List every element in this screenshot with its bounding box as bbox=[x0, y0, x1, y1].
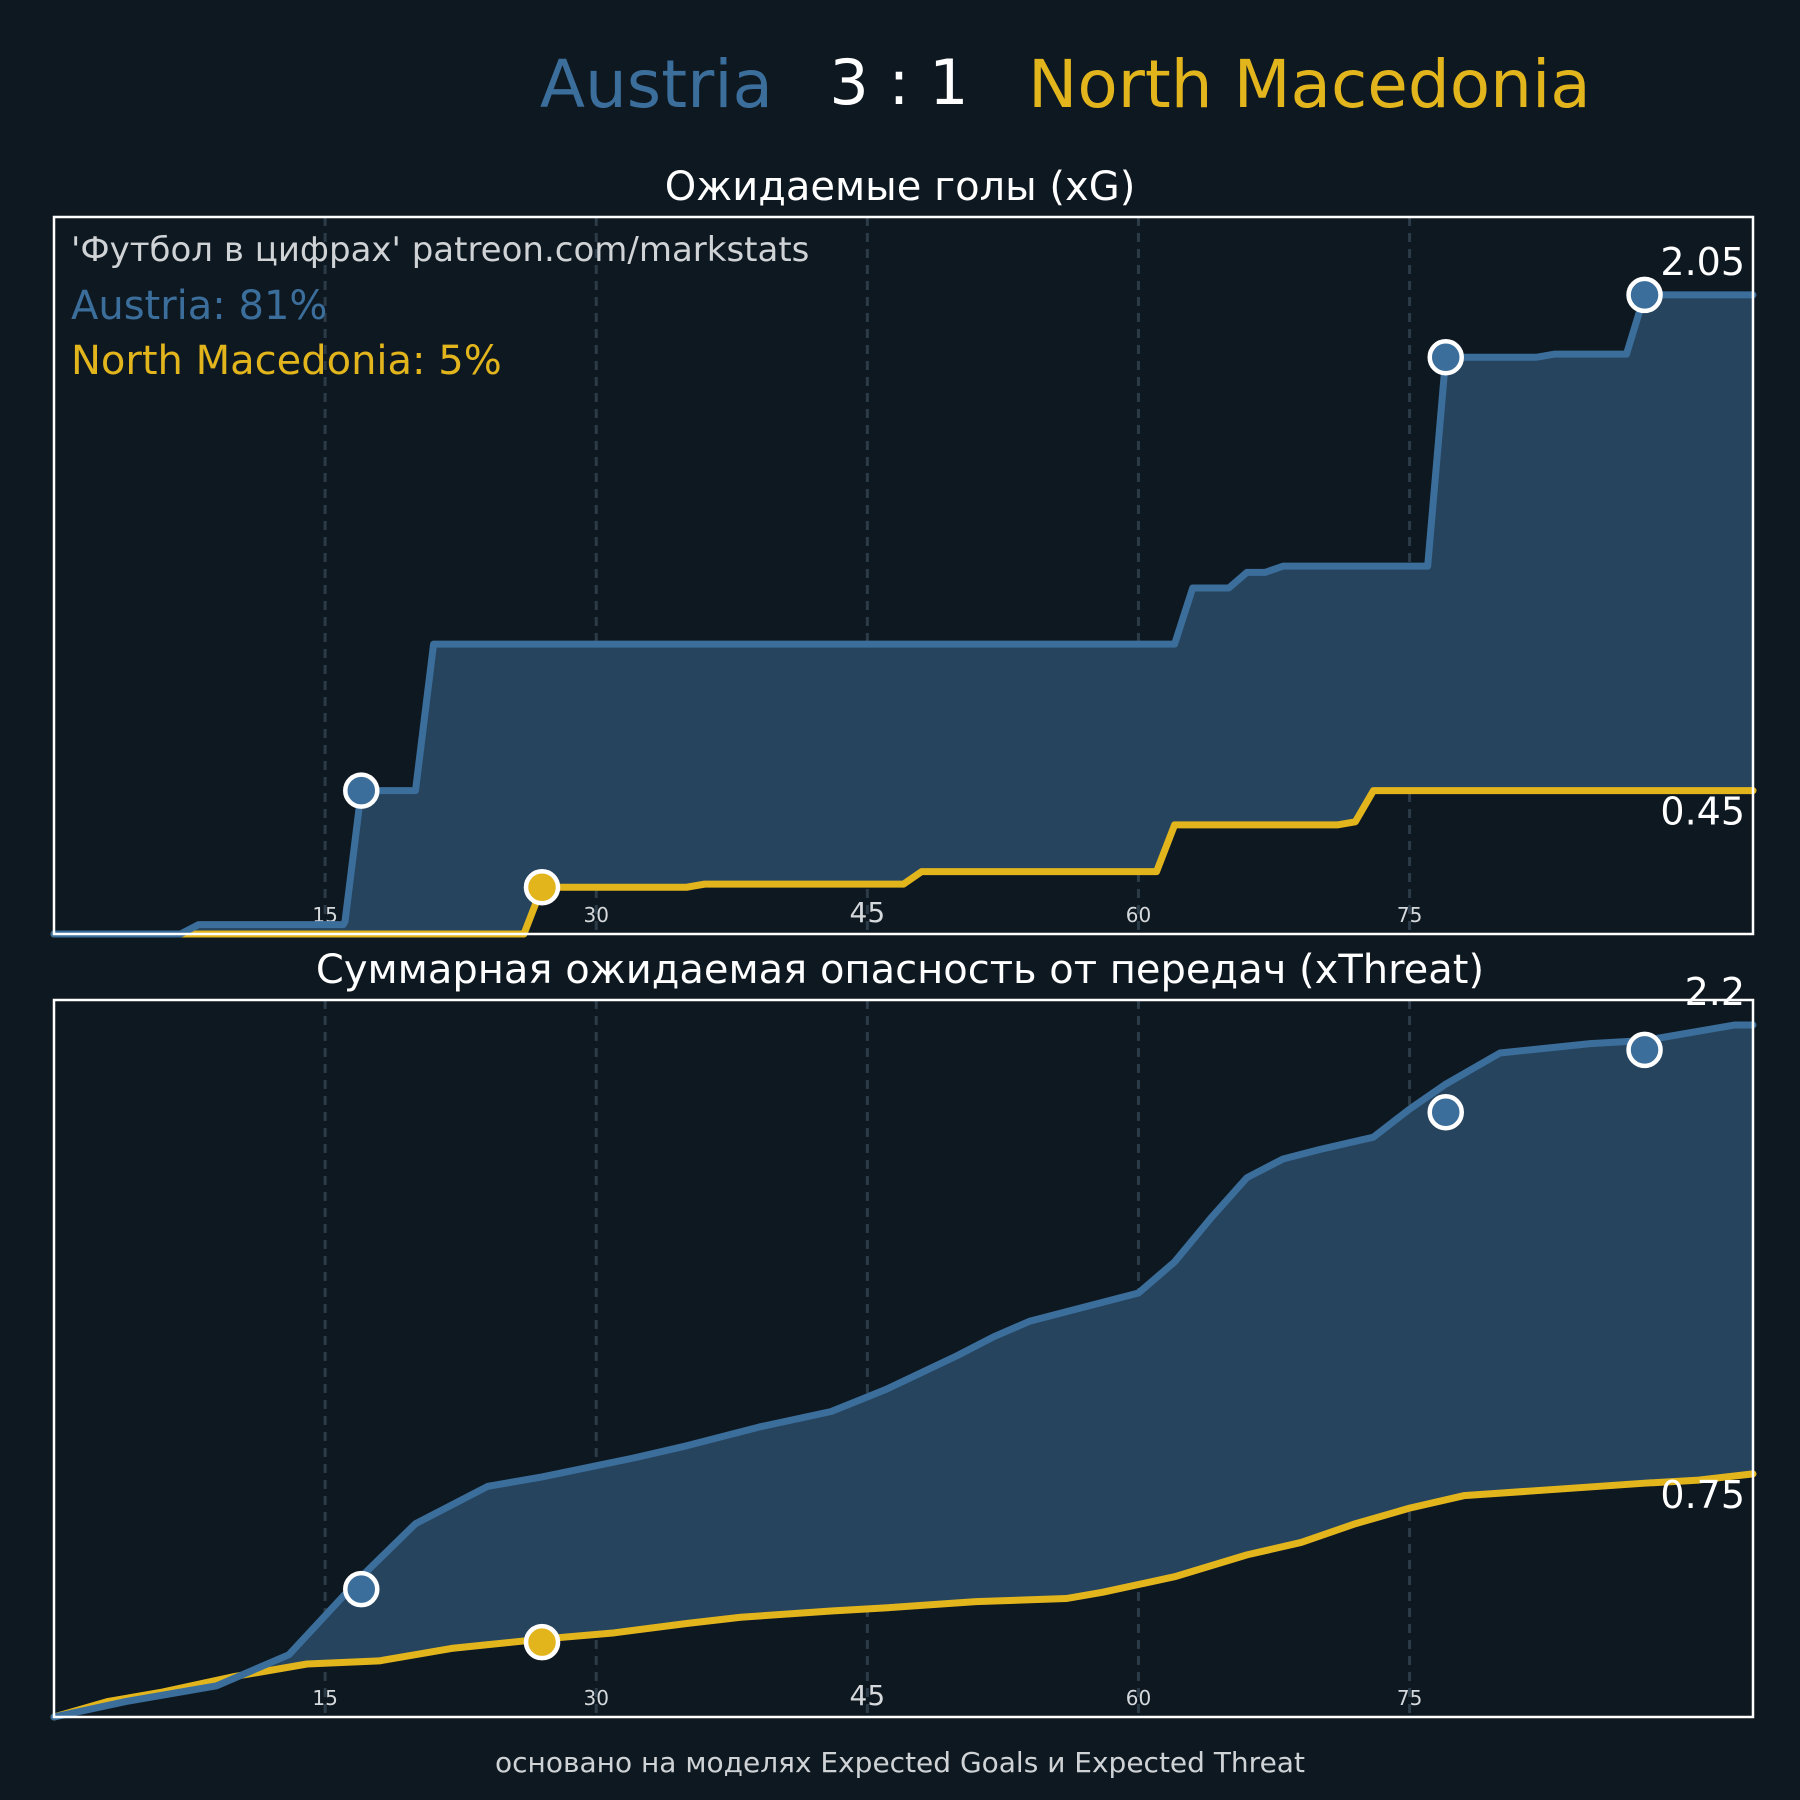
xg-x-tick-label-45: 45 bbox=[850, 896, 886, 929]
xg-austria-goal-marker-1 bbox=[343, 772, 380, 809]
xg-austria-line bbox=[50, 291, 1757, 938]
away-win-probability: North Macedonia: 5% bbox=[71, 338, 502, 384]
xthreat-area-between-series bbox=[54, 1024, 1753, 1717]
xthreat-austria-line bbox=[50, 1021, 1757, 1721]
xg-x-tick-label-75: 75 bbox=[1397, 903, 1422, 927]
xg-x-tick-label-60: 60 bbox=[1126, 903, 1151, 927]
xg-area-between-series bbox=[54, 294, 1753, 934]
xg-annotations: 'Футбол в цифрах' patreon.com/markstats … bbox=[71, 230, 809, 384]
xg-chart-panel: 15 30 45 60 752.050.45 bbox=[50, 215, 1757, 938]
xthreat-x-tick-label-30: 30 bbox=[584, 1686, 609, 1710]
xg-north-macedonia-final-value: 0.45 bbox=[1660, 790, 1745, 834]
match-score: 3 : 1 bbox=[829, 46, 968, 119]
xthreat-austria-goal-marker-1 bbox=[343, 1570, 380, 1608]
match-header: Austria 3 : 1 North Macedonia bbox=[540, 46, 1591, 123]
home-win-probability: Austria: 81% bbox=[71, 283, 327, 329]
xg-austria-goal-marker-2 bbox=[1427, 339, 1464, 376]
xthreat-north-macedonia-final-value: 0.75 bbox=[1660, 1473, 1745, 1517]
footer-note: основано на моделях Expected Goals и Exp… bbox=[495, 1746, 1305, 1779]
xg-x-tick-label-30: 30 bbox=[584, 903, 609, 927]
xthreat-chart-panel: 15 30 45 60 75 2.2 0.75 bbox=[50, 970, 1757, 1721]
xthreat-north-macedonia-line bbox=[50, 1470, 1757, 1721]
xg-panel-title: Ожидаемые голы (xG) bbox=[665, 164, 1136, 210]
xthreat-x-tick-label-15: 15 bbox=[312, 1686, 337, 1710]
xg-austria-final-value: 2.05 bbox=[1660, 240, 1745, 284]
xthreat-panel-title: Суммарная ожидаемая опасность от передач… bbox=[316, 947, 1484, 993]
xthreat-austria-goal-marker-2 bbox=[1427, 1093, 1464, 1131]
xthreat-austria-goal-marker-3 bbox=[1626, 1031, 1663, 1069]
away-team-name: North Macedonia bbox=[1028, 46, 1591, 123]
xthreat-austria-final-value: 2.2 bbox=[1685, 970, 1745, 1014]
watermark-text: 'Футбол в цифрах' patreon.com/markstats bbox=[71, 230, 809, 270]
xg-north-macedonia-goal-marker-1 bbox=[523, 868, 561, 906]
xg-austria-goal-marker-3 bbox=[1626, 276, 1663, 314]
xthreat-x-tick-label-75: 75 bbox=[1397, 1686, 1422, 1710]
xthreat-x-tick-label-60: 60 bbox=[1126, 1686, 1151, 1710]
xthreat-plot-frame bbox=[52, 998, 1755, 1719]
xthreat-x-tick-label-45: 45 bbox=[850, 1679, 886, 1712]
home-team-name: Austria bbox=[540, 46, 773, 123]
xg-plot-frame bbox=[52, 215, 1755, 936]
xthreat-north-macedonia-goal-marker-1 bbox=[523, 1623, 561, 1661]
